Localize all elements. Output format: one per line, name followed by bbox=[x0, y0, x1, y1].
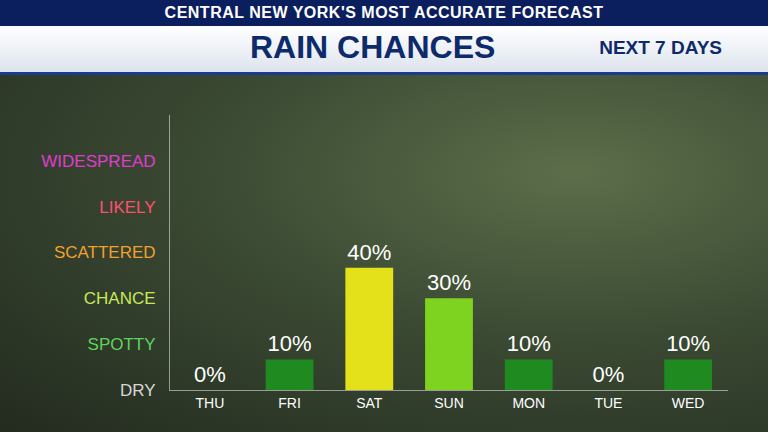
svg-text:10%: 10% bbox=[507, 331, 551, 356]
svg-text:10%: 10% bbox=[268, 331, 312, 356]
svg-text:40%: 40% bbox=[347, 240, 391, 265]
svg-text:0%: 0% bbox=[593, 362, 625, 387]
svg-text:TUE: TUE bbox=[594, 395, 622, 411]
svg-text:LIKELY: LIKELY bbox=[99, 198, 155, 217]
html-text:CENTRAL NEW YORK'S MOST ACCURA: CENTRAL NEW YORK'S MOST ACCURATE FORECAS… bbox=[164, 4, 604, 21]
svg-text:CHANCE: CHANCE bbox=[84, 289, 156, 308]
svg-text:SPOTTY: SPOTTY bbox=[88, 335, 156, 354]
svg-text:SAT: SAT bbox=[356, 395, 383, 411]
svg-text:FRI: FRI bbox=[278, 395, 301, 411]
svg-text:10%: 10% bbox=[666, 331, 710, 356]
svg-text:SUN: SUN bbox=[434, 395, 464, 411]
svg-text:0%: 0% bbox=[194, 362, 226, 387]
svg-text:WIDESPREAD: WIDESPREAD bbox=[41, 152, 155, 171]
html-text:NEXT 7 DAYS: NEXT 7 DAYS bbox=[599, 37, 722, 58]
svg-text:WED: WED bbox=[672, 395, 705, 411]
svg-text:MON: MON bbox=[512, 395, 545, 411]
svg-text:30%: 30% bbox=[427, 270, 471, 295]
svg-text:SCATTERED: SCATTERED bbox=[54, 243, 156, 262]
html-text:RAIN CHANCES: RAIN CHANCES bbox=[250, 29, 496, 65]
svg-text:DRY: DRY bbox=[120, 381, 156, 400]
svg-text:THU: THU bbox=[195, 395, 224, 411]
